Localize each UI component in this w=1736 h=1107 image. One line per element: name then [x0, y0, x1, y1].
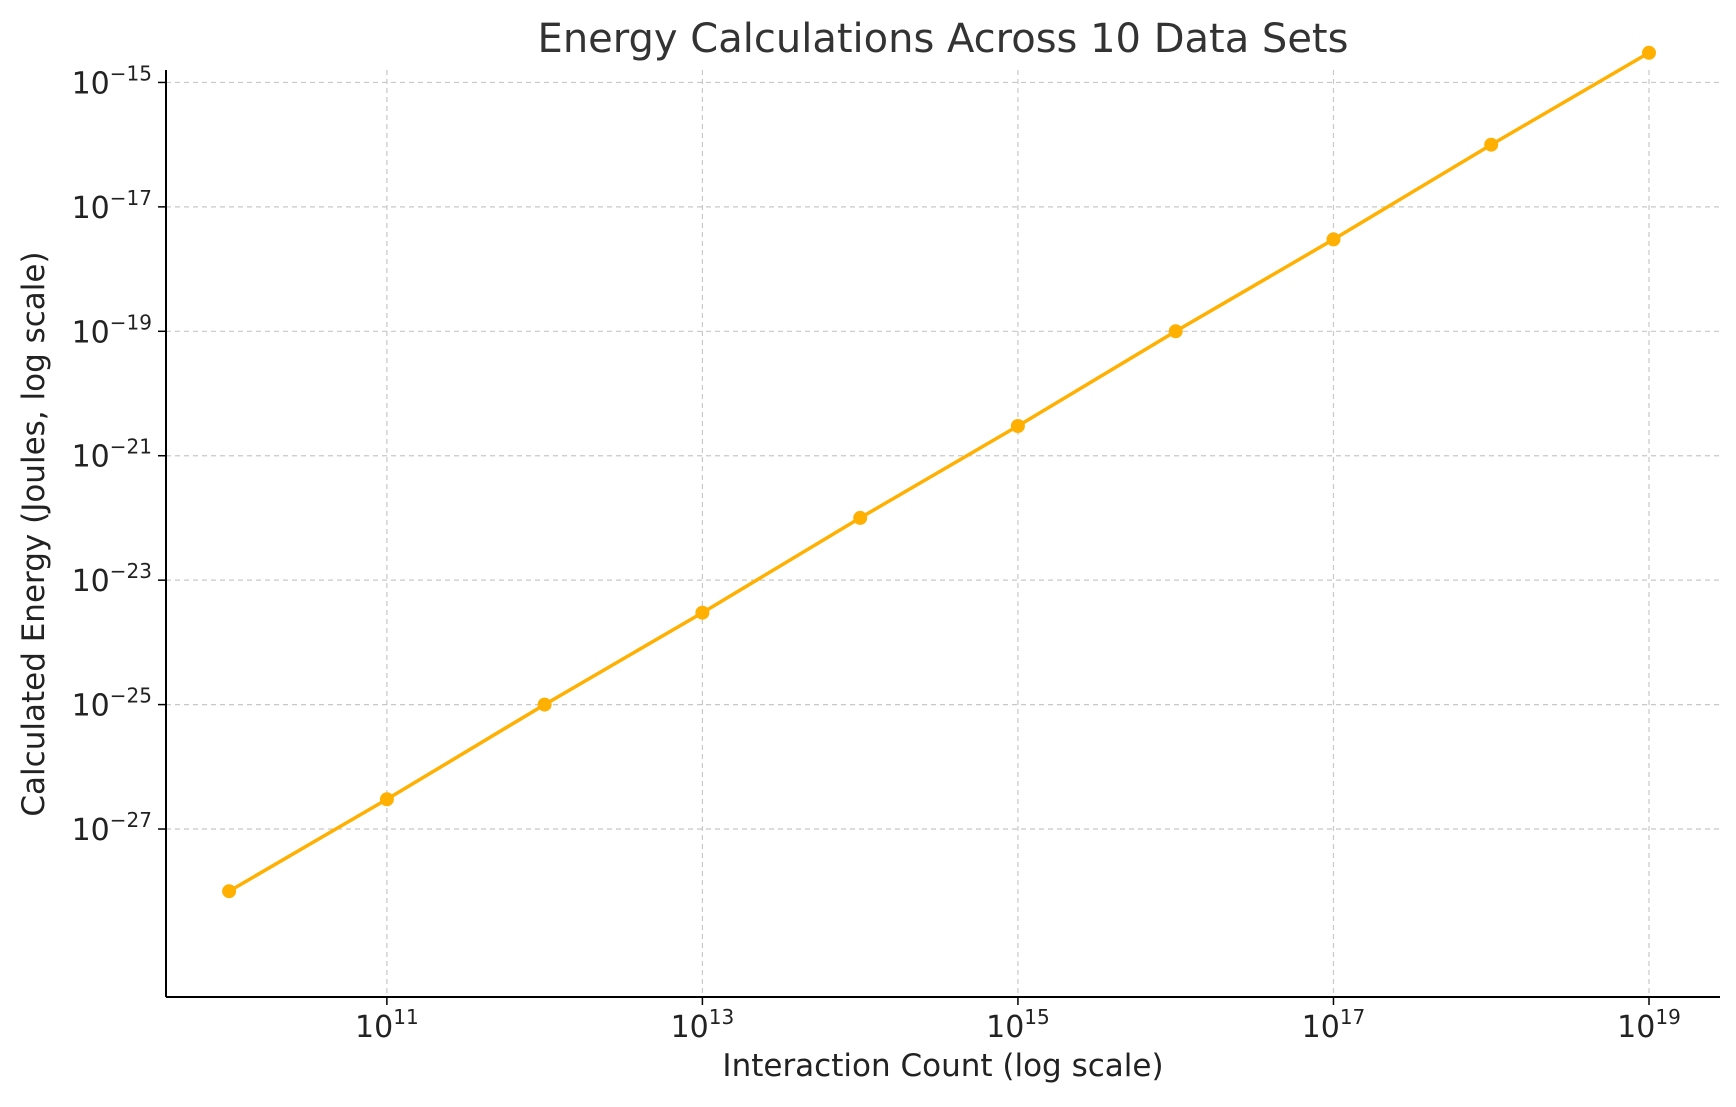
data-point: [1168, 324, 1183, 339]
y-tick-label-base: 10: [72, 813, 110, 848]
x-tick-label: 1015: [986, 1005, 1050, 1045]
x-axis-label: Interaction Count (log scale): [722, 1048, 1163, 1084]
y-tick-label: 10−25: [72, 684, 152, 724]
y-tick-label: 10−15: [72, 61, 152, 101]
data-point: [1010, 419, 1025, 433]
x-tick-label-exponent: 13: [709, 1005, 734, 1029]
y-axis-label: Calculated Energy (Joules, log scale): [16, 251, 52, 816]
y-tick-label: 10−23: [72, 559, 152, 599]
x-tick-label-base: 10: [1302, 1010, 1340, 1045]
x-tick-label-exponent: 15: [1024, 1005, 1049, 1029]
series-line: [227, 51, 1651, 893]
y-tick-label-base: 10: [72, 66, 110, 101]
data-point: [1484, 137, 1499, 152]
series-group: [222, 45, 1656, 899]
x-tick-label-exponent: 11: [393, 1005, 418, 1029]
y-tick-label: 10−21: [72, 435, 152, 475]
x-tick-label-base: 10: [355, 1010, 393, 1045]
y-tick-label-exponent: −15: [110, 61, 152, 85]
y-tick-label-exponent: −27: [110, 808, 152, 832]
y-tick-label-base: 10: [72, 564, 110, 599]
x-tick-label-base: 10: [986, 1010, 1024, 1045]
y-tick-label-exponent: −25: [110, 684, 152, 708]
data-point: [695, 605, 710, 620]
y-tick-label-exponent: −19: [110, 310, 152, 334]
chart-title: Energy Calculations Across 10 Data Sets: [538, 16, 1349, 62]
x-tick-label: 1013: [671, 1005, 735, 1045]
x-tick-label-base: 10: [1617, 1010, 1655, 1045]
axes: [165, 70, 1720, 998]
grid-lines: [166, 70, 1720, 997]
x-axis-ticks: 1011 1013 1015 1017 1019: [355, 997, 1681, 1045]
x-tick-label-exponent: 17: [1340, 1005, 1365, 1029]
y-tick-label: 10−27: [72, 808, 152, 848]
y-tick-label-exponent: −23: [110, 559, 152, 583]
y-tick-label: 10−17: [72, 186, 152, 226]
y-tick-label-exponent: −21: [110, 435, 152, 459]
x-tick-label: 1017: [1302, 1005, 1366, 1045]
x-tick-label-exponent: 19: [1655, 1005, 1680, 1029]
y-tick-label-exponent: −17: [110, 186, 152, 210]
y-tick-label-base: 10: [72, 315, 110, 350]
x-tick-label: 1011: [355, 1005, 419, 1045]
data-point: [537, 697, 552, 712]
data-point: [222, 884, 237, 899]
data-point: [379, 792, 394, 807]
data-point: [1642, 45, 1656, 60]
y-tick-label-base: 10: [72, 191, 110, 226]
x-tick-label: 1019: [1617, 1005, 1681, 1045]
data-point: [1326, 232, 1341, 247]
y-tick-label-base: 10: [72, 689, 110, 724]
y-tick-label: 10−19: [72, 310, 152, 350]
x-tick-label-base: 10: [671, 1010, 709, 1045]
y-tick-label-base: 10: [72, 440, 110, 475]
data-point: [853, 510, 868, 525]
